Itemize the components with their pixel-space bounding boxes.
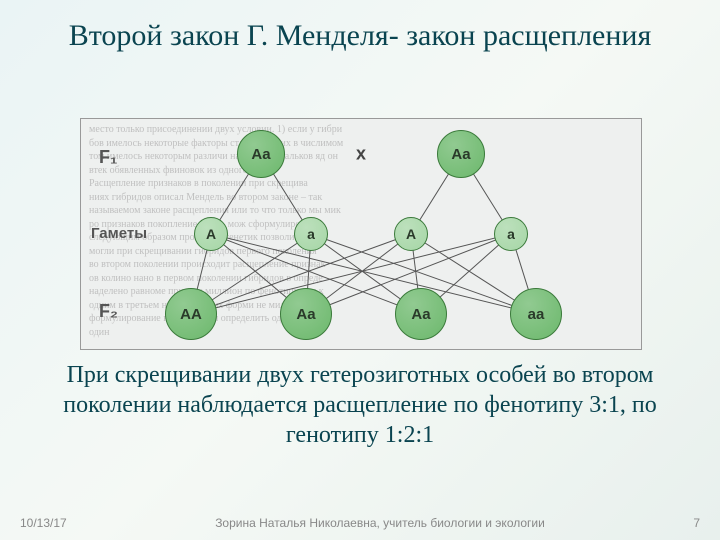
- diagram-row-label: Гаметы: [91, 225, 147, 242]
- diagram-row-label: F₂: [99, 301, 118, 322]
- cross-symbol: x: [356, 144, 366, 165]
- genotype-node: a: [494, 217, 528, 251]
- slide-title: Второй закон Г. Менделя- закон расщеплен…: [0, 0, 720, 64]
- slide: Второй закон Г. Менделя- закон расщеплен…: [0, 0, 720, 540]
- genotype-node: Aa: [237, 130, 285, 178]
- diagram-edge: [191, 234, 511, 314]
- slide-footer: 10/13/17 Зорина Наталья Николаевна, учит…: [20, 516, 700, 530]
- footer-page-number: 7: [693, 516, 700, 530]
- slide-body-text: При скрещивании двух гетерозиготных особ…: [50, 360, 670, 450]
- diagram-row-label: F₁: [99, 147, 117, 168]
- genotype-node: Aa: [280, 288, 332, 340]
- genotype-node: A: [194, 217, 228, 251]
- genotype-node: Aa: [395, 288, 447, 340]
- footer-date: 10/13/17: [20, 516, 67, 530]
- footer-author: Зорина Наталья Николаевна, учитель биоло…: [67, 516, 694, 530]
- genotype-node: AA: [165, 288, 217, 340]
- genetics-diagram: место только присоединении двух условии.…: [80, 118, 642, 350]
- diagram-edge: [211, 234, 536, 314]
- genotype-node: aa: [510, 288, 562, 340]
- genotype-node: a: [294, 217, 328, 251]
- genotype-node: Aa: [437, 130, 485, 178]
- genotype-node: A: [394, 217, 428, 251]
